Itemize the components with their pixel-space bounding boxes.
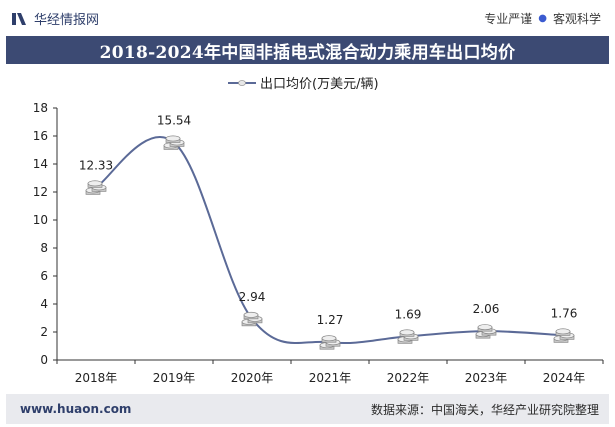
x-tick-label: 2023年 bbox=[465, 371, 508, 385]
y-tick-label: 4 bbox=[40, 297, 48, 311]
coin-top bbox=[87, 180, 103, 187]
y-tick-label: 8 bbox=[40, 241, 48, 255]
data-label: 15.54 bbox=[157, 113, 191, 127]
brand-name: 华经情报网 bbox=[34, 13, 100, 28]
data-label: 1.27 bbox=[317, 313, 344, 327]
title-bar: 2018-2024年中国非插电式混合动力乘用车出口均价 bbox=[6, 36, 609, 64]
x-tick-label: 2021年 bbox=[309, 371, 352, 385]
coin-top bbox=[165, 135, 181, 142]
coin-stack-icon bbox=[475, 324, 497, 339]
y-tick-label: 10 bbox=[33, 213, 48, 227]
data-labels: 12.33 15.54 2.94 1.27 1.69 2.06 1.76 bbox=[79, 113, 578, 327]
separator-dot-icon: ● bbox=[538, 13, 547, 24]
data-label: 12.33 bbox=[79, 158, 113, 172]
data-label: 1.69 bbox=[395, 307, 422, 321]
x-axis-ticks: 2018年 2019年 2020年 2021年 2022年 2023年 2024年 bbox=[56, 360, 604, 385]
x-tick-label: 2020年 bbox=[231, 371, 274, 385]
brand: 华经情报网 bbox=[10, 9, 99, 28]
y-tick-label: 16 bbox=[33, 129, 48, 143]
x-tick-label: 2022年 bbox=[387, 371, 430, 385]
legend: 出口均价(万美元/辆) bbox=[228, 77, 379, 92]
site-url: www.huaon.com bbox=[20, 402, 132, 416]
footer: www.huaon.com 数据来源：中国海关，华经产业研究院整理 bbox=[6, 394, 609, 424]
coin-stack-icon bbox=[319, 335, 341, 350]
data-source: 数据来源：中国海关，华经产业研究院整理 bbox=[370, 402, 599, 417]
y-tick-label: 14 bbox=[33, 157, 48, 171]
axes bbox=[56, 108, 603, 361]
data-label: 1.76 bbox=[551, 306, 578, 320]
y-axis-ticks: 0 2 4 6 8 10 12 14 16 18 bbox=[33, 101, 57, 367]
top-bar: 华经情报网 专业严谨 ● 客观科学 bbox=[0, 0, 615, 36]
legend-marker-icon bbox=[238, 80, 246, 86]
data-label: 2.06 bbox=[473, 302, 500, 316]
x-tick-label: 2018年 bbox=[75, 371, 118, 385]
y-tick-label: 6 bbox=[40, 269, 48, 283]
coin-stack-icon bbox=[553, 328, 575, 343]
coin-top bbox=[399, 329, 415, 336]
tagline-right: 客观科学 bbox=[552, 12, 601, 26]
x-tick-label: 2024年 bbox=[543, 371, 586, 385]
coin-stack-icon bbox=[397, 329, 419, 344]
chart-title: 2018-2024年中国非插电式混合动力乘用车出口均价 bbox=[99, 42, 516, 63]
coin-top bbox=[555, 328, 571, 335]
y-tick-label: 18 bbox=[33, 101, 48, 115]
coin-stack-icon bbox=[241, 311, 263, 327]
legend-label: 出口均价(万美元/辆) bbox=[260, 77, 379, 92]
markers bbox=[85, 135, 575, 350]
coin-top bbox=[321, 335, 337, 342]
y-tick-label: 0 bbox=[40, 353, 48, 367]
y-tick-label: 2 bbox=[40, 325, 48, 339]
data-label: 2.94 bbox=[239, 290, 266, 304]
y-tick-label: 12 bbox=[33, 185, 48, 199]
coin-top bbox=[243, 311, 259, 318]
coin-top bbox=[477, 324, 493, 331]
tagline: 专业严谨 ● 客观科学 bbox=[484, 10, 601, 27]
coin-stack-icon bbox=[163, 135, 185, 150]
tagline-left: 专业严谨 bbox=[484, 12, 533, 26]
x-tick-label: 2019年 bbox=[153, 371, 196, 385]
coin-stack-icon bbox=[85, 180, 107, 195]
huajing-logo-icon bbox=[12, 12, 26, 25]
